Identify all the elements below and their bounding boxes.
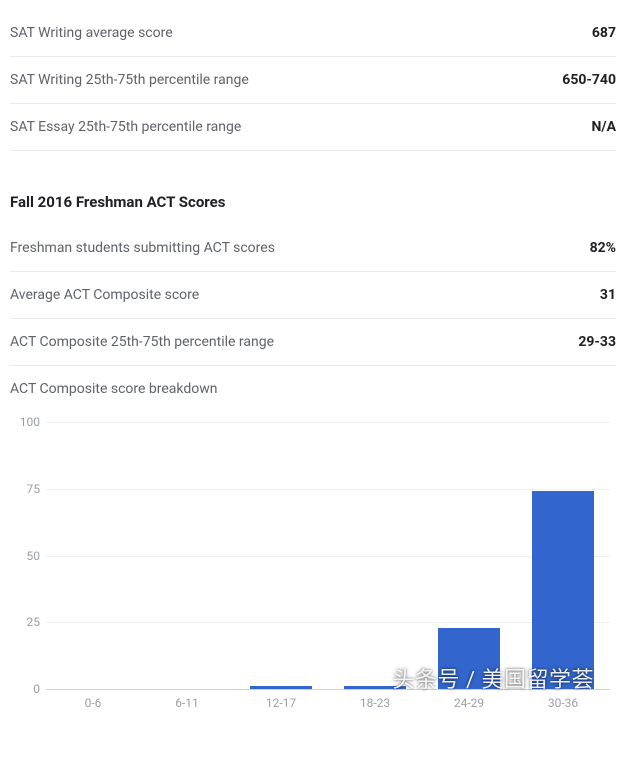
chart-xlabel: 18-23 xyxy=(328,692,422,712)
stat-label: ACT Composite 25th-75th percentile range xyxy=(10,334,274,350)
chart-ytick: 50 xyxy=(12,549,40,563)
chart-bar xyxy=(532,491,594,689)
chart-bar xyxy=(250,686,312,689)
chart-xlabel: 24-29 xyxy=(422,692,516,712)
stat-label: Freshman students submitting ACT scores xyxy=(10,240,275,256)
stat-value: 650-740 xyxy=(562,72,616,88)
stat-row: SAT Writing average score 687 xyxy=(10,10,616,57)
stat-label: SAT Writing 25th-75th percentile range xyxy=(10,72,249,88)
stat-label: Average ACT Composite score xyxy=(10,287,199,303)
stat-label: SAT Essay 25th-75th percentile range xyxy=(10,119,241,135)
stat-value: 31 xyxy=(600,287,616,303)
stat-row: ACT Composite score breakdown xyxy=(10,366,616,412)
stat-value: N/A xyxy=(592,119,616,135)
stat-row: ACT Composite 25th-75th percentile range… xyxy=(10,319,616,366)
chart-ytick: 75 xyxy=(12,482,40,496)
section-title-act: Fall 2016 Freshman ACT Scores xyxy=(10,179,616,225)
chart-ytick: 0 xyxy=(12,682,40,696)
stat-row: Freshman students submitting ACT scores … xyxy=(10,225,616,272)
act-breakdown-chart: 02550751000-66-1112-1718-2324-2930-36头条号… xyxy=(10,412,616,712)
stat-row: Average ACT Composite score 31 xyxy=(10,272,616,319)
stat-value: 687 xyxy=(592,25,616,41)
stat-row: SAT Writing 25th-75th percentile range 6… xyxy=(10,57,616,104)
stat-value: 29-33 xyxy=(578,334,616,350)
chart-xlabel: 30-36 xyxy=(516,692,610,712)
chart-xlabel: 0-6 xyxy=(46,692,140,712)
stat-value: 82% xyxy=(590,240,616,256)
chart-xlabel: 6-11 xyxy=(140,692,234,712)
chart-ytick: 25 xyxy=(12,615,40,629)
stat-label: ACT Composite score breakdown xyxy=(10,381,218,397)
chart-bar xyxy=(438,628,500,689)
chart-ytick: 100 xyxy=(12,415,40,429)
chart-bar xyxy=(344,686,406,689)
stat-label: SAT Writing average score xyxy=(10,25,173,41)
stat-row: SAT Essay 25th-75th percentile range N/A xyxy=(10,104,616,151)
chart-xlabel: 12-17 xyxy=(234,692,328,712)
